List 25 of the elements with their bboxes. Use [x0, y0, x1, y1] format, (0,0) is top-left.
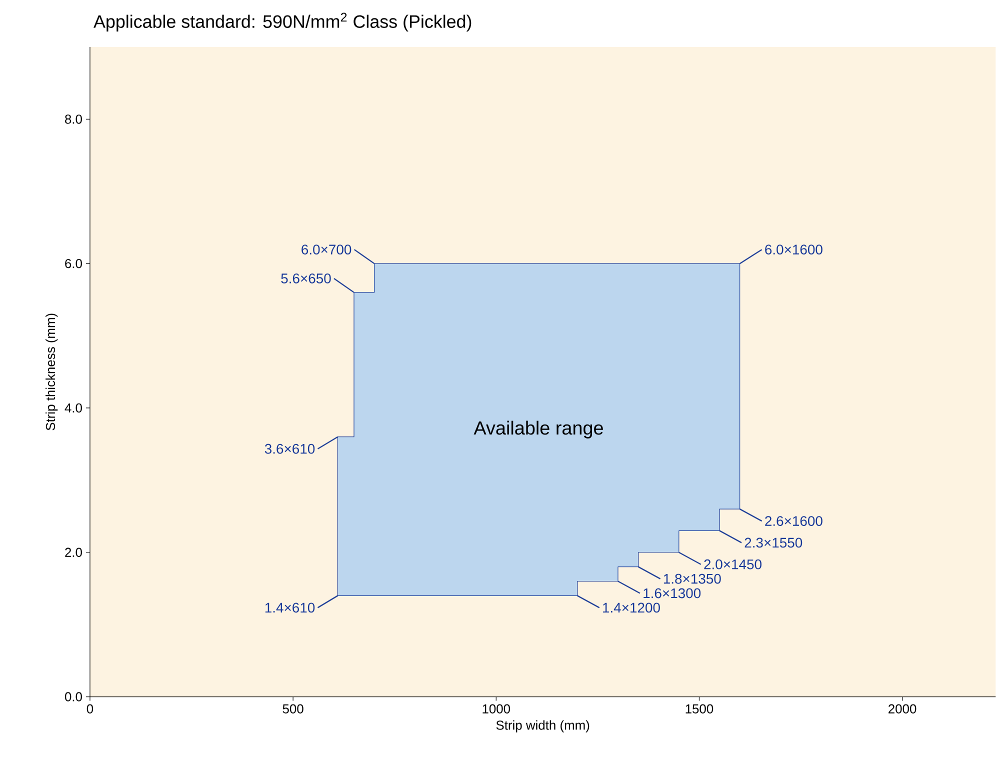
- x-tick-label: 1500: [686, 704, 714, 714]
- x-tick-label: 2000: [888, 704, 916, 714]
- annotation: 3.6×610: [264, 444, 315, 454]
- x-tick-label: 0: [86, 704, 94, 714]
- x-tick-label: 1000: [482, 704, 510, 714]
- series-label: Available range: [474, 420, 603, 439]
- y-tick-label: 4.0: [64, 404, 82, 413]
- annotation: 2.3×1550: [744, 538, 802, 548]
- annotation: 1.4×1200: [603, 602, 660, 613]
- annotation: 1.4×610: [265, 602, 315, 613]
- x-tick-label: 500: [282, 704, 304, 714]
- x-axis-title: Strip width (mm): [496, 720, 590, 732]
- y-tick-label: 8.0: [65, 114, 82, 124]
- annotation: 1.8×1350: [664, 574, 721, 584]
- annotation: 2.6×1600: [765, 516, 822, 526]
- y-tick-label: 2.0: [65, 548, 82, 558]
- y-tick-label: 6.0: [65, 259, 82, 268]
- annotation: 5.6×650: [281, 274, 331, 284]
- y-axis-title: Strip thickness (mm): [46, 314, 58, 430]
- annotation: 1.6×1300: [644, 588, 701, 598]
- annotation: 2.0×1450: [704, 560, 762, 570]
- annotation: 6.0×700: [302, 244, 352, 255]
- y-tick-label: 0.0: [64, 692, 82, 702]
- chart-title: Applicable standard: 590N/mm$^{2}$ Class (Pickled): [94, 12, 472, 32]
- annotation: 6.0×1600: [765, 244, 822, 255]
